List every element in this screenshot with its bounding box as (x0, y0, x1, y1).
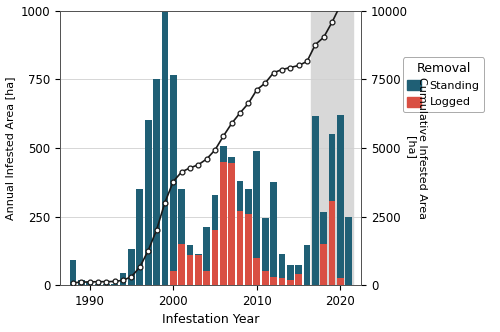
Bar (337, 115, 344, 278)
Bar (270, 182, 277, 277)
Bar (245, 214, 252, 285)
Bar (145, 121, 152, 285)
Bar (296, 265, 302, 274)
Bar (195, 255, 202, 285)
Bar (320, 212, 327, 244)
Bar (178, 244, 185, 285)
Bar (254, 151, 260, 258)
Bar (170, 272, 176, 285)
Bar (162, 11, 168, 285)
Bar (195, 254, 202, 255)
Bar (204, 227, 210, 272)
Bar (128, 249, 135, 285)
Bar (287, 265, 294, 280)
Bar (296, 274, 302, 285)
Bar (254, 258, 260, 285)
Bar (270, 277, 277, 285)
Bar (262, 272, 268, 285)
Bar (287, 280, 294, 285)
Bar (312, 116, 318, 285)
Bar (153, 79, 160, 285)
Bar (136, 189, 143, 285)
Bar (112, 284, 118, 285)
Bar (120, 273, 126, 285)
Legend: Standing, Logged: Standing, Logged (403, 57, 484, 112)
Bar (262, 218, 268, 272)
X-axis label: Infestation Year: Infestation Year (162, 313, 260, 326)
Bar (245, 189, 252, 214)
Bar (212, 195, 218, 230)
Y-axis label: Annual Infested Area [ha]: Annual Infested Area [ha] (6, 76, 16, 219)
Bar (228, 157, 235, 163)
Bar (212, 230, 218, 285)
Bar (320, 244, 327, 285)
Y-axis label: Cumulative Infested Area
[ha]: Cumulative Infested Area [ha] (406, 77, 427, 219)
Bar (204, 272, 210, 285)
Bar (237, 211, 244, 285)
Bar (278, 254, 285, 278)
Bar (103, 284, 110, 285)
Bar (70, 260, 76, 285)
Bar (220, 146, 226, 162)
Bar (346, 216, 352, 285)
Bar (228, 163, 235, 285)
Bar (328, 202, 336, 285)
Bar (170, 75, 176, 272)
Bar (94, 284, 102, 285)
Bar (220, 162, 226, 285)
Bar (311, 11, 353, 285)
Bar (328, 134, 336, 202)
Bar (78, 280, 84, 285)
Bar (86, 283, 93, 285)
Bar (237, 181, 244, 211)
Bar (304, 245, 310, 285)
Bar (278, 278, 285, 285)
Bar (337, 278, 344, 285)
Bar (186, 245, 194, 255)
Bar (186, 255, 194, 285)
Bar (178, 189, 185, 244)
